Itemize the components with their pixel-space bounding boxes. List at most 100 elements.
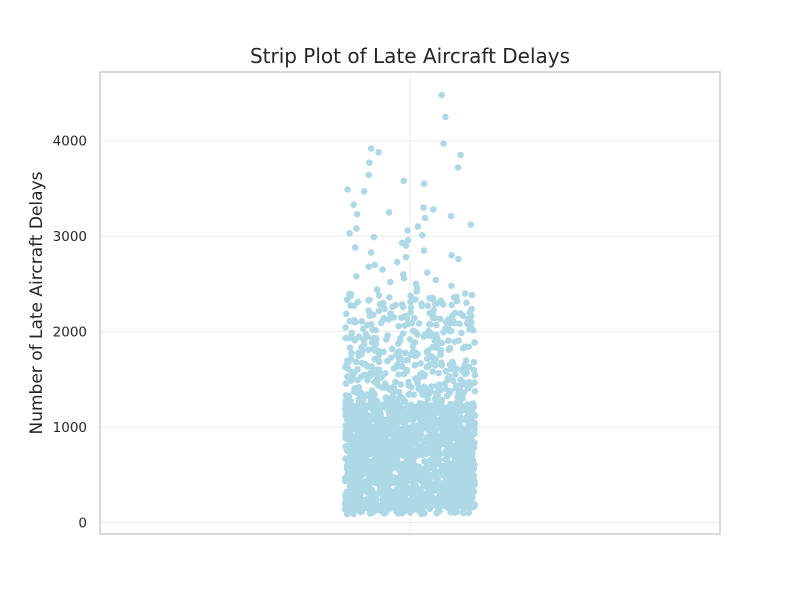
data-point (421, 371, 429, 378)
data-point (460, 389, 468, 397)
data-point (399, 303, 407, 311)
data-point (423, 348, 431, 356)
data-point (362, 487, 369, 495)
data-point (443, 478, 451, 486)
data-point (452, 415, 459, 423)
data-point (421, 449, 428, 457)
data-point (397, 469, 405, 477)
data-point (436, 507, 443, 515)
data-point (442, 501, 449, 508)
data-point (457, 476, 465, 483)
data-point (383, 437, 390, 444)
data-point (420, 476, 428, 484)
data-point (447, 365, 455, 373)
data-point (399, 501, 407, 508)
data-point (361, 417, 368, 424)
data-point (411, 422, 419, 430)
data-point (388, 345, 396, 353)
data-point (402, 434, 410, 442)
data-point (421, 214, 429, 222)
data-point (378, 384, 386, 391)
data-point (346, 230, 353, 237)
data-point (400, 357, 408, 364)
data-point (385, 502, 392, 510)
data-point (418, 497, 425, 505)
data-point (365, 424, 373, 431)
data-point (351, 244, 359, 251)
data-point (373, 286, 381, 293)
data-point (364, 429, 372, 437)
data-point (447, 387, 454, 395)
data-point (371, 458, 379, 466)
data-point (442, 367, 450, 375)
data-point (344, 373, 351, 381)
data-point (407, 292, 414, 300)
data-point (457, 376, 465, 384)
data-point (360, 360, 367, 368)
data-point (342, 422, 350, 429)
data-point (367, 249, 375, 256)
data-point (454, 441, 462, 449)
data-point (372, 326, 380, 334)
data-point (458, 446, 466, 454)
data-point (389, 428, 397, 436)
data-point (395, 371, 402, 378)
data-point (417, 360, 424, 367)
data-point (374, 435, 382, 442)
data-point (456, 382, 464, 390)
data-point (461, 290, 469, 297)
y-tick-label: 4000 (53, 134, 87, 150)
data-point (448, 282, 455, 290)
data-point (392, 378, 399, 386)
data-point (376, 507, 384, 514)
data-point (395, 509, 403, 517)
data-point (443, 392, 451, 400)
data-point (471, 439, 478, 447)
data-point (448, 502, 455, 510)
data-point (419, 231, 426, 239)
data-point (469, 327, 477, 334)
data-point (352, 358, 360, 366)
data-point (467, 221, 475, 228)
data-point (410, 456, 417, 464)
data-point (366, 391, 374, 398)
data-point (441, 380, 449, 388)
data-point (468, 446, 476, 454)
data-point (375, 352, 383, 359)
data-point (471, 419, 479, 427)
data-point (448, 431, 455, 438)
data-point (346, 429, 354, 437)
data-point (369, 416, 377, 423)
data-point (345, 456, 352, 463)
data-point (348, 350, 355, 357)
data-point (373, 378, 381, 386)
data-point (461, 363, 468, 370)
data-point (354, 423, 361, 430)
data-point (409, 342, 417, 350)
data-point (463, 299, 470, 307)
data-point (463, 320, 471, 327)
data-point (416, 415, 424, 422)
data-point (364, 502, 372, 510)
data-point (449, 442, 456, 449)
y-tick-label: 3000 (53, 229, 87, 245)
data-point (393, 454, 401, 461)
data-point (405, 391, 412, 398)
data-point (417, 386, 425, 394)
chart-title: Strip Plot of Late Aircraft Delays (250, 44, 570, 68)
data-point (394, 410, 401, 417)
data-point (458, 467, 466, 475)
data-point (465, 509, 473, 517)
data-point (354, 366, 361, 373)
data-point (402, 253, 410, 261)
data-point (405, 378, 412, 386)
data-point (431, 466, 438, 473)
data-point (429, 294, 437, 302)
data-point (366, 159, 373, 166)
data-point (370, 233, 378, 241)
data-point (456, 399, 464, 406)
data-point (411, 314, 418, 322)
data-point (365, 448, 373, 456)
data-point (420, 204, 427, 211)
